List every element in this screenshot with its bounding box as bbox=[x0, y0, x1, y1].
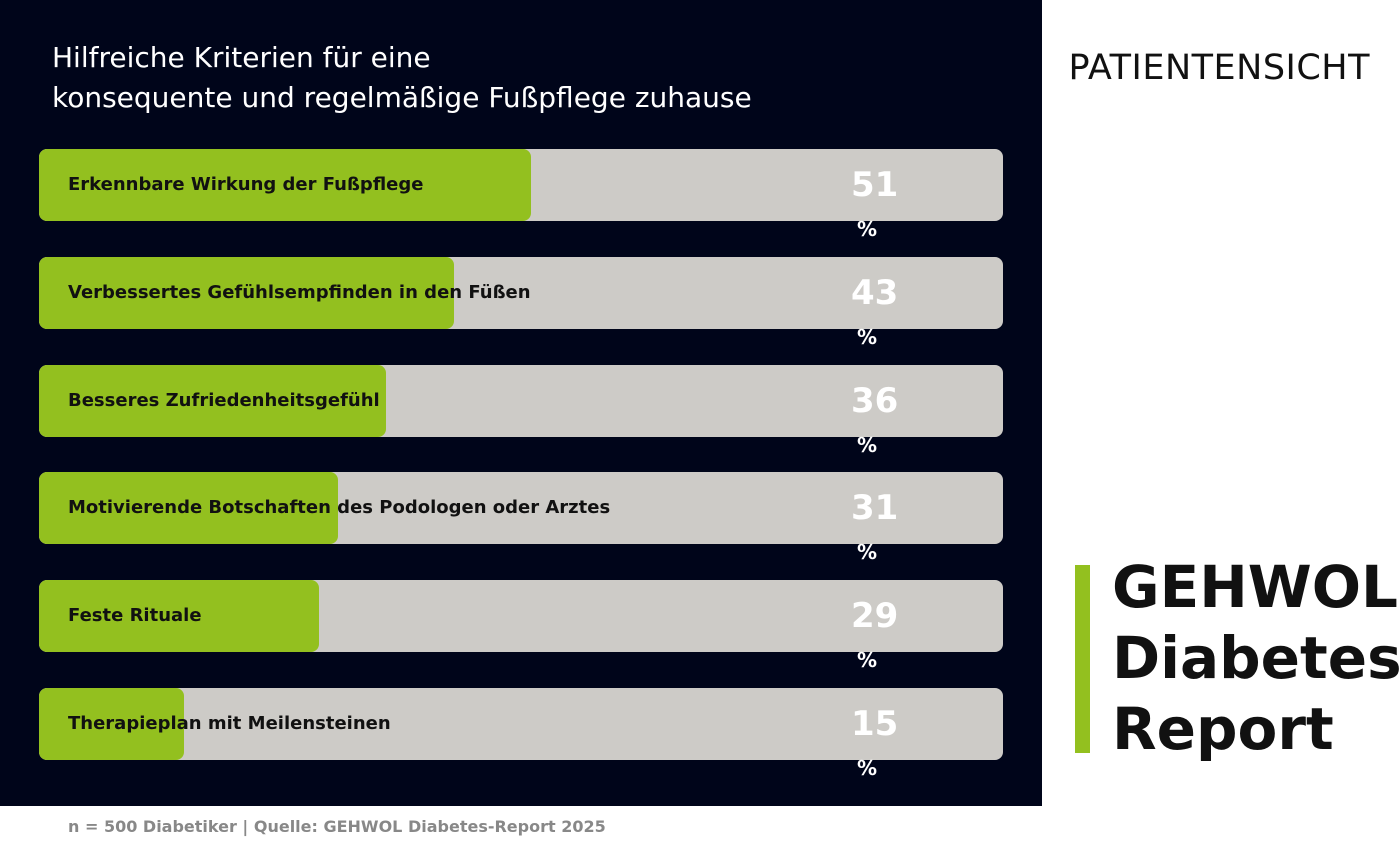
brand-line: Diabetes bbox=[1112, 624, 1400, 692]
bar bbox=[39, 256, 454, 329]
bar bbox=[39, 364, 387, 437]
value-number: 29 bbox=[851, 596, 899, 637]
value-label: 36% bbox=[851, 381, 898, 461]
unit: % bbox=[857, 324, 878, 349]
unit: % bbox=[857, 756, 878, 780]
value-label: 51% bbox=[851, 165, 898, 245]
bar-track: Feste Rituale 29% bbox=[39, 580, 1003, 672]
category-label: Verbessertes Gefühlsempfinden in den Füß… bbox=[68, 281, 531, 303]
brand-accent bbox=[1075, 565, 1090, 753]
unit: % bbox=[857, 540, 878, 565]
bar-track: Erkennbare Wirkung der Fußpflege 51% bbox=[39, 149, 1003, 241]
footnote: n = 500 Diabetiker | Quelle: GEHWOL Diab… bbox=[68, 817, 606, 836]
value-number: 31 bbox=[851, 488, 899, 529]
value-label: 15% bbox=[851, 704, 898, 784]
bar bbox=[39, 688, 184, 760]
brand: GEHWOL Diabetes Report bbox=[1112, 552, 1400, 765]
value-label: 43% bbox=[851, 273, 898, 353]
unit: % bbox=[857, 648, 878, 673]
value-number: 51 bbox=[851, 165, 899, 205]
category-label: Erkennbare Wirkung der Fußpflege bbox=[68, 174, 424, 195]
section-label: PATIENTENSICHT bbox=[1068, 48, 1370, 88]
bar-track: Verbessertes Gefühlsempfinden in den Füß… bbox=[39, 256, 1003, 349]
bar bbox=[39, 149, 531, 221]
value-number: 15 bbox=[851, 704, 899, 744]
bar bbox=[39, 580, 319, 653]
value-label: 31% bbox=[851, 488, 898, 568]
category-label: Besseres Zufriedenheitsgefühl bbox=[68, 389, 380, 411]
bar-track: Besseres Zufriedenheitsgefühl 36% bbox=[39, 364, 1003, 457]
value-number: 36 bbox=[851, 380, 899, 421]
chart-panel: Hilfreiche Kriterien für eine konsequent… bbox=[0, 0, 1042, 806]
bar-track: Therapieplan mit Meilensteinen 15% bbox=[39, 688, 1003, 780]
value-label: 29% bbox=[851, 596, 898, 676]
bar-track: Motivierende Botschaften des Podologen o… bbox=[39, 472, 1003, 564]
category-label: Motivierende Botschaften des Podologen o… bbox=[68, 497, 611, 519]
bar bbox=[39, 472, 338, 545]
chart-title: Hilfreiche Kriterien für eine konsequent… bbox=[52, 41, 752, 114]
brand-line: Report bbox=[1112, 695, 1334, 763]
value-number: 43 bbox=[851, 272, 899, 313]
category-label: Feste Rituale bbox=[68, 605, 202, 627]
category-label: Therapieplan mit Meilensteinen bbox=[68, 713, 391, 734]
brand-line: GEHWOL bbox=[1112, 553, 1399, 621]
unit: % bbox=[857, 432, 878, 457]
unit: % bbox=[857, 217, 878, 241]
